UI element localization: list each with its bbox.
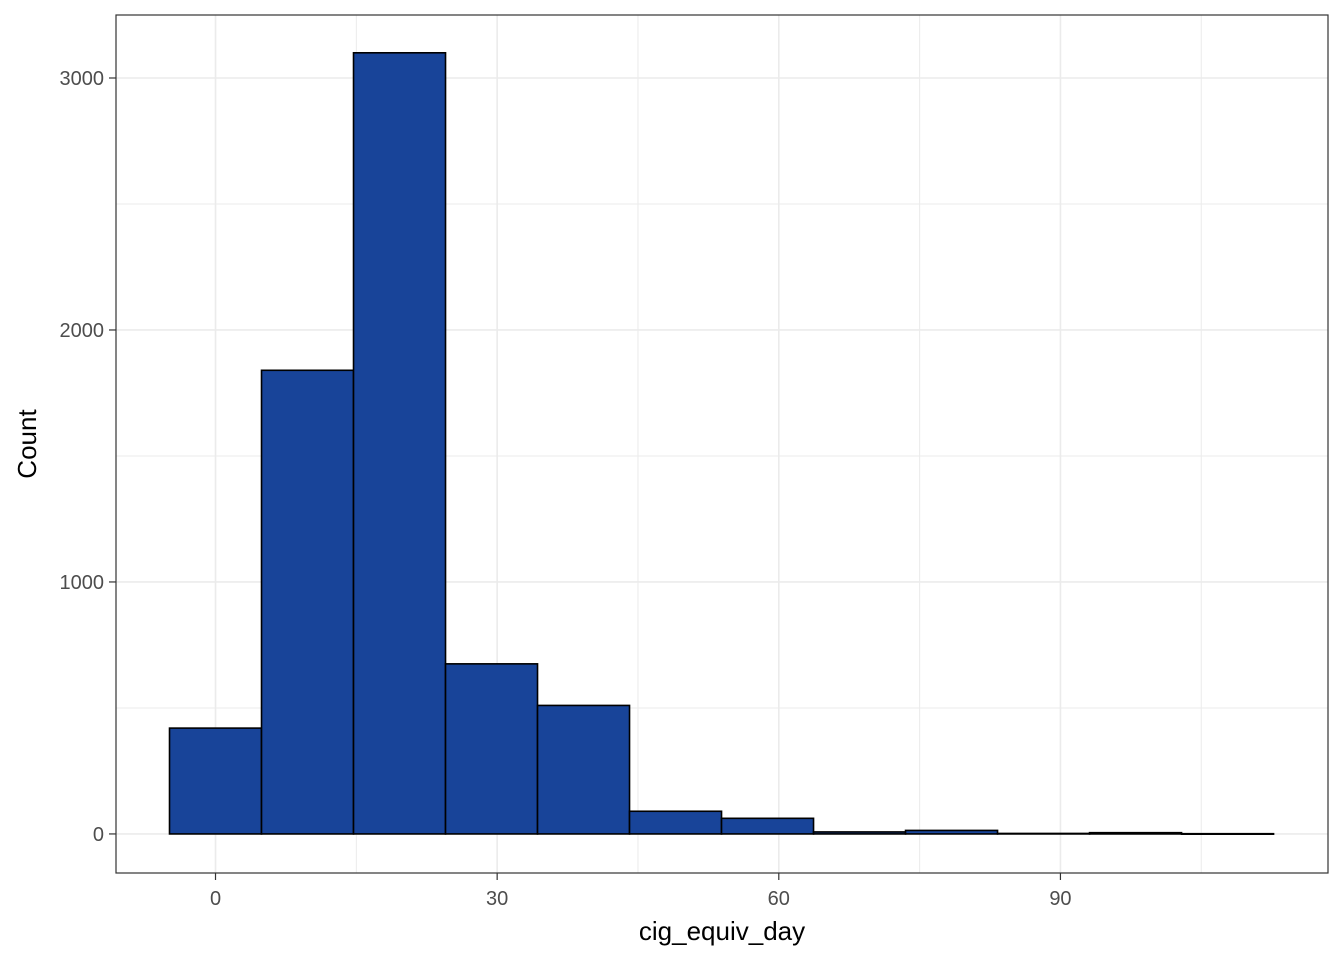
histogram-bar-6 (720, 817, 815, 835)
histogram-bar-10 (1088, 831, 1183, 835)
histogram-bar-4 (536, 704, 631, 835)
y-axis-title: Count (12, 409, 42, 479)
histogram-bar-2 (352, 51, 447, 835)
x-tick-label: 90 (1049, 888, 1071, 910)
y-tick-label: 1000 (60, 572, 105, 594)
y-tick-label: 2000 (60, 320, 105, 342)
y-tick-label: 0 (93, 824, 104, 846)
x-tick-label: 60 (768, 888, 790, 910)
histogram-bar-11 (1180, 832, 1275, 835)
histogram-bars (168, 51, 1275, 835)
panel-border (115, 14, 1329, 874)
x-tick-label: 30 (486, 888, 508, 910)
x-tick-label: 0 (210, 888, 221, 910)
histogram-bar-1 (260, 369, 355, 835)
x-axis: 0 30 60 90 (210, 873, 1072, 910)
histogram-bar-3 (444, 663, 539, 835)
histogram-bar-7 (812, 831, 907, 835)
y-axis: 0 1000 2000 3000 (60, 68, 116, 846)
histogram-bar-8 (904, 829, 999, 835)
histogram-bar-0 (168, 727, 263, 835)
y-tick-label: 3000 (60, 68, 105, 90)
histogram-bar-9 (996, 832, 1091, 835)
histogram-bar-5 (628, 810, 723, 835)
x-axis-title: cig_equiv_day (639, 916, 805, 946)
